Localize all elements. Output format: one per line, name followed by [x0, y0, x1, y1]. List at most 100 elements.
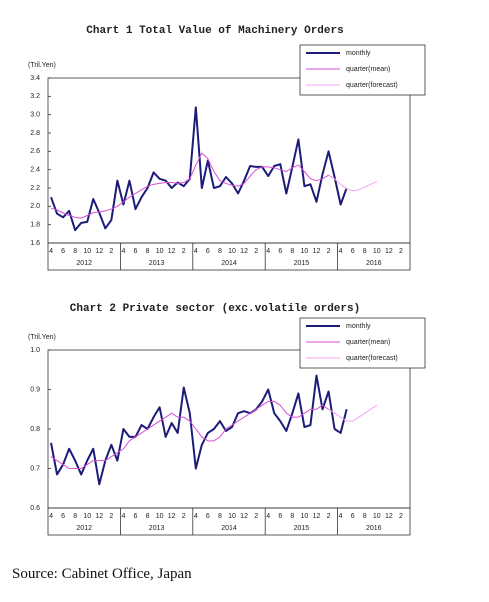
chart-title: Chart 1 Total Value of Machinery Orders [86, 25, 343, 37]
x-tick-label: 2 [182, 248, 186, 255]
y-tick-label: 1.0 [30, 347, 40, 354]
x-tick-label: 10 [228, 248, 236, 255]
legend-label: quarter(mean) [346, 66, 390, 73]
x-tick-label: 4 [121, 513, 125, 520]
x-tick-label: 2 [109, 513, 113, 520]
y-tick-label: 1.6 [30, 240, 40, 247]
y-tick-label: 0.6 [30, 505, 40, 512]
source-note: Source: Cabinet Office, Japan [12, 566, 192, 582]
x-group-label: 2015 [294, 260, 310, 267]
x-tick-label: 6 [206, 248, 210, 255]
x-tick-label: 4 [49, 248, 53, 255]
x-tick-label: 6 [134, 513, 138, 520]
x-tick-label: 6 [351, 513, 355, 520]
x-tick-label: 10 [373, 513, 381, 520]
x-tick-label: 12 [385, 513, 393, 520]
x-tick-label: 12 [313, 513, 321, 520]
legend-label: quarter(forecast) [346, 82, 398, 89]
x-tick-label: 2 [399, 248, 403, 255]
x-tick-label: 4 [194, 248, 198, 255]
x-tick-label: 4 [194, 513, 198, 520]
x-group-label: 2013 [149, 260, 165, 267]
x-tick-label: 4 [121, 248, 125, 255]
legend-label: monthly [346, 50, 371, 57]
x-tick-label: 10 [301, 513, 309, 520]
x-tick-label: 4 [266, 513, 270, 520]
x-tick-label: 10 [228, 513, 236, 520]
x-tick-label: 6 [278, 513, 282, 520]
x-tick-label: 8 [363, 248, 367, 255]
x-tick-label: 10 [83, 248, 91, 255]
y-tick-label: 2.8 [30, 130, 40, 137]
x-tick-label: 2 [254, 513, 258, 520]
y-tick-label: 0.9 [30, 386, 40, 393]
y-tick-label: 2.2 [30, 185, 40, 192]
x-tick-label: 4 [49, 513, 53, 520]
y-tick-label: 2.6 [30, 148, 40, 155]
x-tick-label: 6 [278, 248, 282, 255]
x-group-label: 2015 [294, 525, 310, 532]
y-tick-label: 1.8 [30, 222, 40, 229]
x-tick-label: 12 [240, 248, 248, 255]
x-tick-label: 10 [373, 248, 381, 255]
y-tick-label: 3.2 [30, 93, 40, 100]
x-group-label: 2016 [366, 260, 382, 267]
x-label-box [47, 507, 411, 536]
x-tick-label: 2 [254, 248, 258, 255]
legend-label: quarter(mean) [346, 339, 390, 346]
series-line [50, 106, 348, 232]
x-group-label: 2012 [76, 525, 92, 532]
series-line [328, 174, 378, 192]
x-tick-label: 2 [109, 248, 113, 255]
x-group-label: 2013 [149, 525, 165, 532]
x-tick-label: 10 [301, 248, 309, 255]
series-line [328, 404, 378, 422]
chart-title: Chart 2 Private sector (exc.volatile ord… [70, 303, 360, 315]
y-tick-label: 0.7 [30, 465, 40, 472]
y-tick-label: 3.4 [30, 75, 40, 82]
y-tick-label: 3.0 [30, 112, 40, 119]
series-line [50, 400, 335, 469]
y-tick-label: 2.4 [30, 167, 40, 174]
x-group-label: 2012 [76, 260, 92, 267]
legend-label: monthly [346, 323, 371, 330]
x-tick-label: 2 [327, 248, 331, 255]
x-tick-label: 2 [182, 513, 186, 520]
x-tick-label: 6 [61, 513, 65, 520]
x-tick-label: 10 [156, 513, 164, 520]
y-tick-label: 2.0 [30, 203, 40, 210]
x-tick-label: 8 [218, 513, 222, 520]
x-tick-label: 6 [351, 248, 355, 255]
x-tick-label: 4 [339, 248, 343, 255]
x-tick-label: 8 [146, 513, 150, 520]
x-tick-label: 4 [339, 513, 343, 520]
x-tick-label: 12 [168, 513, 176, 520]
series-line [50, 374, 348, 486]
x-tick-label: 8 [73, 248, 77, 255]
x-tick-label: 2 [327, 513, 331, 520]
x-tick-label: 2 [399, 513, 403, 520]
x-tick-label: 8 [146, 248, 150, 255]
x-tick-label: 12 [313, 248, 321, 255]
x-tick-label: 6 [61, 248, 65, 255]
x-tick-label: 8 [290, 513, 294, 520]
x-group-label: 2014 [221, 525, 237, 532]
x-tick-label: 6 [206, 513, 210, 520]
y-tick-label: 0.8 [30, 426, 40, 433]
x-tick-label: 8 [218, 248, 222, 255]
x-tick-label: 10 [83, 513, 91, 520]
x-label-box [47, 242, 411, 271]
legend-label: quarter(forecast) [346, 355, 398, 362]
x-tick-label: 12 [95, 513, 103, 520]
x-tick-label: 12 [168, 248, 176, 255]
x-group-label: 2016 [366, 525, 382, 532]
x-tick-label: 8 [73, 513, 77, 520]
x-tick-label: 10 [156, 248, 164, 255]
x-tick-label: 8 [363, 513, 367, 520]
x-tick-label: 6 [134, 248, 138, 255]
y-axis-label: (Tril.Yen) [28, 62, 56, 69]
x-tick-label: 12 [95, 248, 103, 255]
x-tick-label: 8 [290, 248, 294, 255]
x-tick-label: 12 [240, 513, 248, 520]
charts: Chart 1 Total Value of Machinery Orders (… [28, 25, 426, 536]
